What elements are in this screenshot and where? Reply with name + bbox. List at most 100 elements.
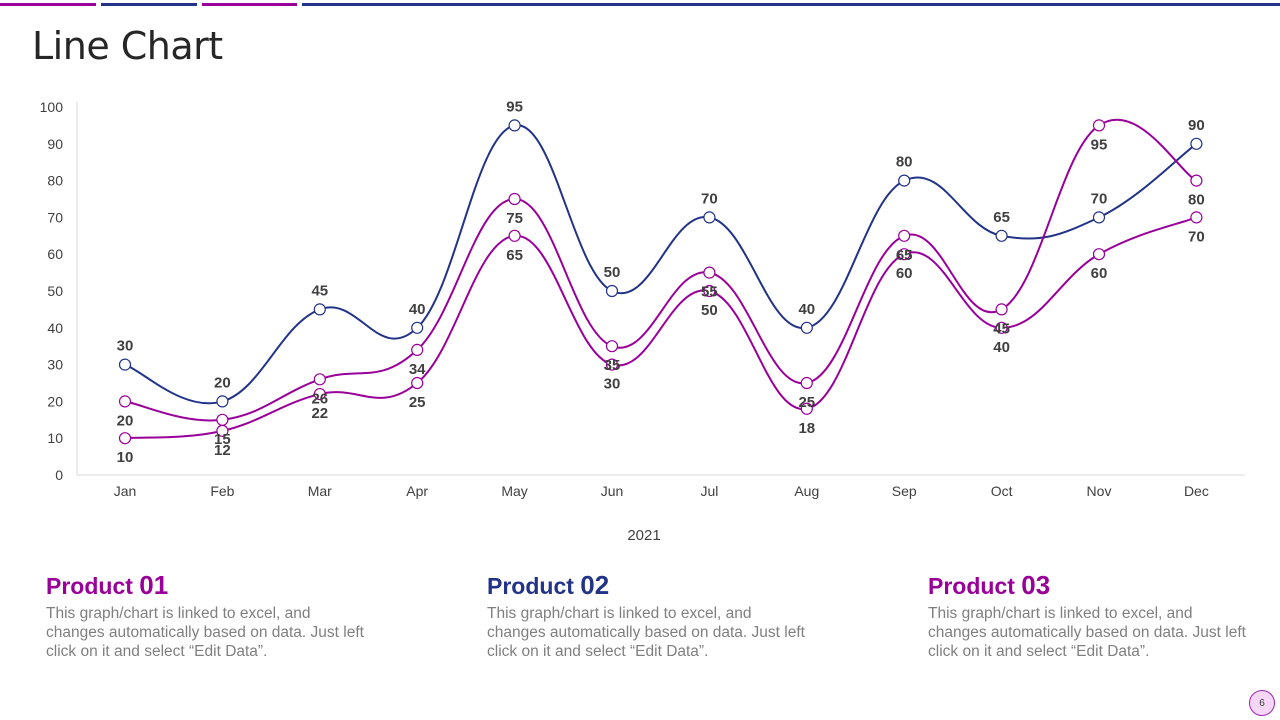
data-label: 30 <box>117 338 134 355</box>
data-label: 55 <box>701 284 718 301</box>
data-label: 22 <box>311 405 328 422</box>
x-tick-label: Sep <box>892 483 917 499</box>
data-label: 80 <box>896 154 913 171</box>
data-label: 35 <box>604 357 621 374</box>
chart-markers <box>118 119 1203 445</box>
product-02-label: Product <box>487 573 574 599</box>
y-tick-label: 90 <box>47 136 63 152</box>
series-line-1 <box>124 118 1197 422</box>
y-tick-label: 0 <box>55 467 63 483</box>
data-point <box>216 424 229 437</box>
data-label: 95 <box>1091 136 1108 153</box>
product-01-description: This graph/chart is linked to excel, and… <box>46 605 364 660</box>
x-tick-label: Apr <box>406 483 428 499</box>
data-point <box>411 321 424 334</box>
product-01-label: Product <box>46 573 133 599</box>
data-label: 15 <box>214 431 231 448</box>
data-label: 70 <box>1091 190 1108 207</box>
data-label: 50 <box>604 264 621 281</box>
data-label: 95 <box>506 98 523 115</box>
data-label: 70 <box>1188 228 1205 245</box>
data-label: 60 <box>896 265 913 282</box>
data-label: 40 <box>993 339 1010 356</box>
top-bar-navy-1 <box>101 3 197 6</box>
data-point <box>1092 119 1106 132</box>
x-tick-label: Jun <box>601 483 624 499</box>
x-tick-label: Jan <box>114 483 137 499</box>
data-point <box>1190 211 1203 224</box>
y-tick-label: 60 <box>47 246 63 262</box>
product-01-number: 01 <box>139 570 169 600</box>
data-label: 20 <box>214 374 231 391</box>
data-point <box>216 413 229 426</box>
data-point <box>898 174 911 187</box>
data-label: 20 <box>117 412 134 429</box>
y-tick-label: 30 <box>47 357 63 373</box>
data-label: 65 <box>896 247 913 264</box>
x-tick-label: Oct <box>991 483 1013 499</box>
data-point <box>313 387 326 401</box>
data-label: 70 <box>701 190 718 207</box>
data-point <box>118 395 132 408</box>
data-point <box>800 376 813 390</box>
data-point <box>411 376 424 390</box>
y-tick-label: 100 <box>40 99 64 115</box>
chart-data-labels: 30 20 45 40 95 50 70 40 80 65 70 90 20 15 26 34 75 35 55 25… <box>117 98 1205 466</box>
data-label: 25 <box>409 394 426 411</box>
data-point <box>1092 211 1106 224</box>
y-tick-label: 70 <box>47 209 63 225</box>
y-tick-label: 50 <box>47 283 63 299</box>
data-point <box>995 229 1008 242</box>
x-tick-label: Feb <box>210 483 234 499</box>
x-tick-label: Jul <box>700 483 718 499</box>
data-label: 90 <box>1188 117 1205 134</box>
product-03-label: Product <box>928 573 1015 599</box>
data-label: 40 <box>798 301 815 318</box>
top-bar-magenta-2 <box>202 3 297 6</box>
product-card-03: Product 03 This graph/chart is linked to… <box>928 570 1248 661</box>
product-02-description: This graph/chart is linked to excel, and… <box>487 605 805 660</box>
data-label: 65 <box>993 209 1010 226</box>
x-tick-label: Dec <box>1184 483 1209 499</box>
line-chart[interactable]: 0 10 20 30 40 50 60 70 80 90 100 Jan Feb Mar Apr May Jun… <box>0 0 1280 560</box>
data-point <box>800 402 813 415</box>
data-label: 12 <box>214 442 231 459</box>
top-bar-navy-2 <box>302 3 1280 6</box>
series-line-2 <box>124 216 1197 440</box>
product-card-02: Product 02 This graph/chart is linked to… <box>487 570 807 661</box>
product-card-01: Product 01 This graph/chart is linked to… <box>46 570 366 661</box>
data-point <box>1190 137 1203 150</box>
data-label: 60 <box>1091 265 1108 282</box>
product-03-description: This graph/chart is linked to excel, and… <box>928 605 1246 660</box>
data-point <box>995 321 1008 334</box>
data-point <box>216 395 229 408</box>
slide-title: Line Chart <box>32 24 223 68</box>
data-point <box>605 284 619 298</box>
data-point <box>605 358 619 371</box>
data-label: 34 <box>409 361 426 378</box>
data-label: 45 <box>993 320 1010 337</box>
data-label: 25 <box>798 394 815 411</box>
data-point <box>800 321 813 334</box>
data-point <box>605 340 619 353</box>
y-tick-label: 10 <box>47 430 63 446</box>
x-axis-title: 2021 <box>627 527 660 544</box>
data-point <box>508 229 521 242</box>
data-label: 80 <box>1188 192 1205 209</box>
y-tick-label: 40 <box>47 320 63 336</box>
data-point <box>508 192 521 206</box>
data-point <box>703 211 716 224</box>
data-point <box>898 248 911 261</box>
data-point <box>313 373 326 386</box>
data-point <box>118 358 132 371</box>
product-02-number: 02 <box>580 570 610 600</box>
data-point <box>411 343 424 356</box>
chart-axes: 0 10 20 30 40 50 60 70 80 90 100 Jan Feb Mar Apr May Jun… <box>40 99 1245 544</box>
page-number-badge: 6 <box>1249 690 1275 716</box>
data-point <box>1190 174 1203 187</box>
chart-lines <box>124 118 1198 440</box>
x-tick-label: Aug <box>794 483 819 499</box>
data-label: 10 <box>117 449 134 466</box>
x-tick-label: Nov <box>1087 483 1112 499</box>
data-label: 30 <box>604 376 621 393</box>
